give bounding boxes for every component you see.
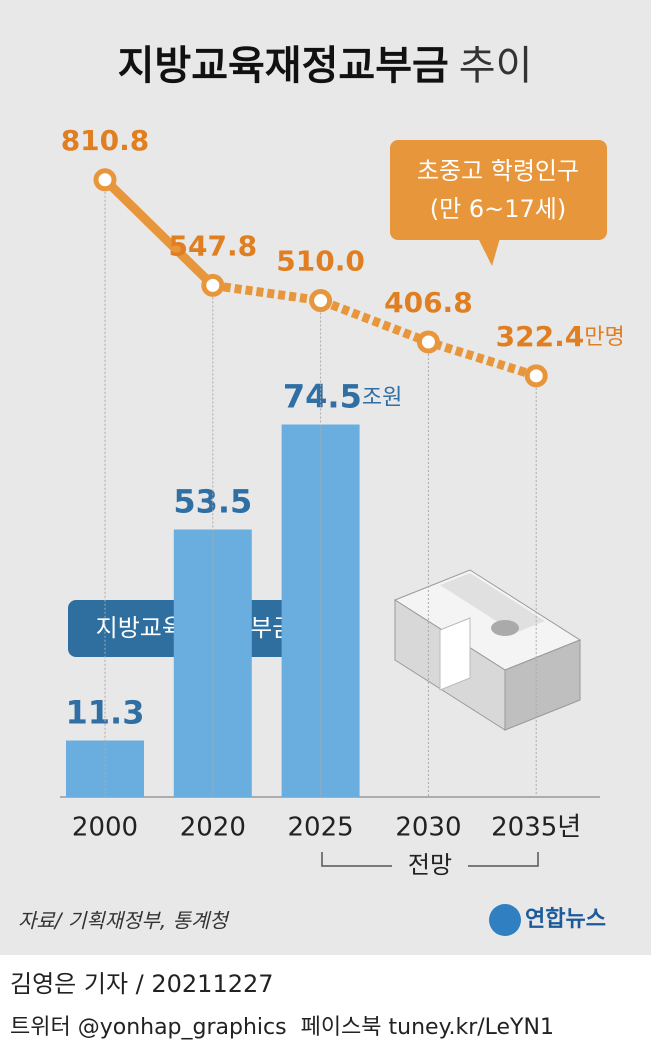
line-value-label: 510.0 — [276, 245, 365, 278]
money-illustration — [393, 569, 582, 731]
x-tick-label: 2035년 — [491, 813, 581, 843]
unit-label: 만명 — [584, 325, 624, 350]
chart-title: 지방교육재정교부금 추이 — [118, 43, 533, 89]
bar-value-label: 74.5조원 — [283, 378, 402, 416]
line-point — [93, 168, 117, 192]
x-tick-label: 2000 — [72, 813, 138, 843]
line-value-label: 547.8 — [169, 229, 258, 262]
x-tick-label: 2025 — [288, 813, 354, 843]
bar — [281, 424, 360, 797]
projection-bracket — [321, 852, 539, 867]
source: 자료/ 기획재정부, 통계청 — [18, 909, 230, 933]
value-label: 74.5 — [283, 378, 362, 416]
value-label: 406.8 — [384, 286, 473, 319]
line-value-label: 406.8 — [384, 286, 473, 319]
line-actual — [101, 176, 216, 289]
line-projection — [212, 280, 538, 381]
line-point — [309, 289, 333, 313]
title-main: 지방교육재정교부금 — [118, 43, 449, 89]
logo-mark — [489, 904, 521, 936]
unit-label: 조원 — [362, 386, 402, 411]
value-label: 547.8 — [169, 229, 258, 262]
byline: 김영은 기자 / 20211227 — [10, 970, 274, 998]
line-legend: 초중고 학령인구 — [417, 157, 579, 185]
title-rest: 추이 — [459, 43, 533, 89]
line-legend-note: (만 6~17세) — [430, 195, 566, 223]
value-label: 322.4 — [496, 320, 585, 353]
social: 트위터 @yonhap_graphics 페이스북 tuney.kr/LeYN1 — [10, 1015, 554, 1040]
line-value-label: 810.8 — [61, 124, 150, 157]
logo: 연합뉴스 — [525, 906, 606, 932]
legend-pointer — [478, 238, 500, 266]
line-value-label: 322.4만명 — [496, 320, 625, 353]
x-tick-label: 2020 — [180, 813, 246, 843]
footer-background — [0, 955, 651, 1046]
line-point — [524, 364, 548, 388]
line-legend-box — [390, 140, 607, 240]
value-label: 810.8 — [61, 124, 150, 157]
x-tick-label: 2030 — [395, 813, 461, 843]
projection-label: 전망 — [408, 851, 452, 879]
line-point — [201, 273, 225, 297]
line-point — [416, 330, 440, 354]
value-label: 510.0 — [276, 245, 365, 278]
